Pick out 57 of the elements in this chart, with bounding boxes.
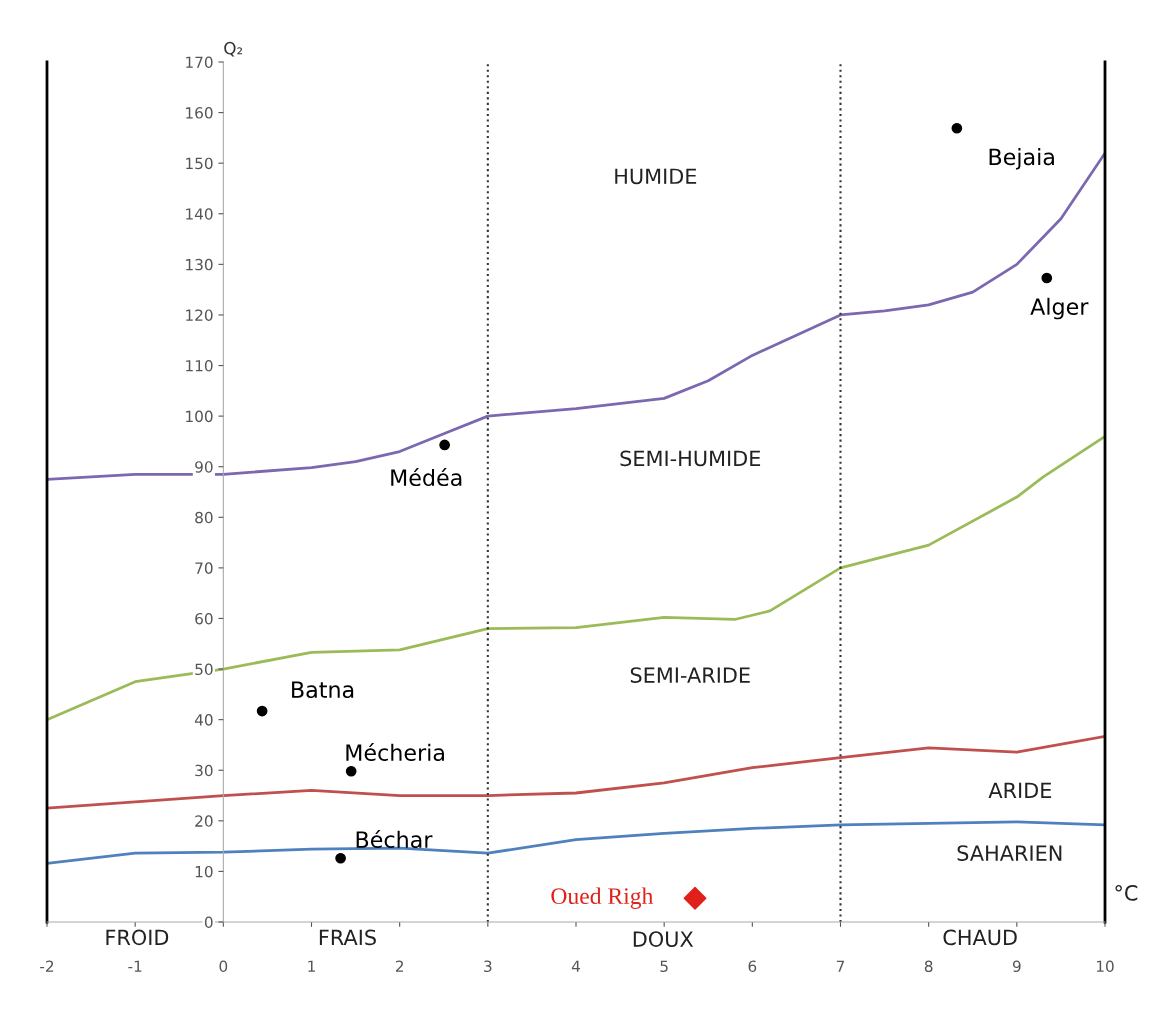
x-axis-title: °C	[1115, 885, 1138, 901]
x-tick-label: 6	[748, 960, 757, 973]
x-tick-label: -2	[40, 960, 54, 972]
point	[345, 765, 357, 777]
text: DOUX	[633, 931, 694, 947]
point	[439, 439, 450, 451]
y-tick-label: 20	[195, 815, 213, 827]
series-label: Alger	[1030, 297, 1089, 320]
y-tick-label: 0	[204, 916, 213, 929]
annotation: HUMIDE	[615, 168, 697, 185]
point	[1041, 272, 1053, 284]
x-tick-label: 1	[308, 960, 315, 972]
annotation: SAHARIEN	[957, 845, 1062, 861]
x-tick-label: 8	[924, 960, 933, 973]
point	[335, 852, 346, 864]
y-tick-label: 80	[195, 511, 213, 524]
x-tick-label: 4	[571, 960, 580, 972]
series-label: Mécheria	[346, 742, 444, 762]
line-series	[47, 734, 1105, 810]
point	[256, 705, 268, 717]
text: FRAIS	[319, 929, 376, 946]
y-tick-label: 100	[186, 410, 213, 423]
y-tick-label: 150	[186, 157, 213, 170]
x-tick-label: 10	[1096, 960, 1114, 973]
y-tick-label: 10	[195, 865, 213, 878]
series-label: Batna	[292, 681, 354, 699]
annotation: SEMI-ARIDE	[630, 667, 750, 683]
point	[951, 122, 963, 134]
x-tick-label: 7	[836, 960, 845, 972]
y-tick-label: 50	[195, 663, 213, 676]
x-tick-label: -1	[128, 960, 142, 972]
y-tick-label: 140	[186, 208, 213, 220]
annotation: ARIDE	[988, 782, 1052, 798]
series-label: Oued Righ	[551, 887, 654, 909]
y-tick-label: 160	[186, 107, 213, 119]
y-tick-label: 90	[195, 461, 213, 473]
y-tick-label: 170	[186, 56, 213, 69]
x-tick-label: 3	[484, 960, 492, 973]
series-label: Médéa	[391, 468, 462, 487]
text: FROID	[106, 929, 169, 946]
y-tick-label: 30	[195, 764, 213, 777]
x-tick-label: 0	[219, 960, 228, 973]
y-tick-label: 60	[195, 612, 213, 625]
y-tick-label: 40	[194, 714, 213, 726]
y-axis-title: Q₂	[224, 41, 243, 57]
x-tick-label: 5	[660, 960, 668, 973]
y-tick-label: 110	[186, 359, 213, 372]
series-label: Bejaia	[989, 148, 1054, 170]
annotation: SEMI-HUMIDE	[620, 450, 761, 467]
x-tick-label: 2	[395, 960, 403, 972]
y-tick-label: 130	[186, 258, 213, 271]
point	[683, 886, 707, 910]
y-tick-label: 70	[195, 562, 213, 574]
text: CHAUD	[943, 929, 1017, 946]
x-tick-label: 9	[1012, 960, 1021, 973]
y-tick-label: 120	[186, 309, 213, 321]
series-label: Béchar	[356, 829, 433, 849]
